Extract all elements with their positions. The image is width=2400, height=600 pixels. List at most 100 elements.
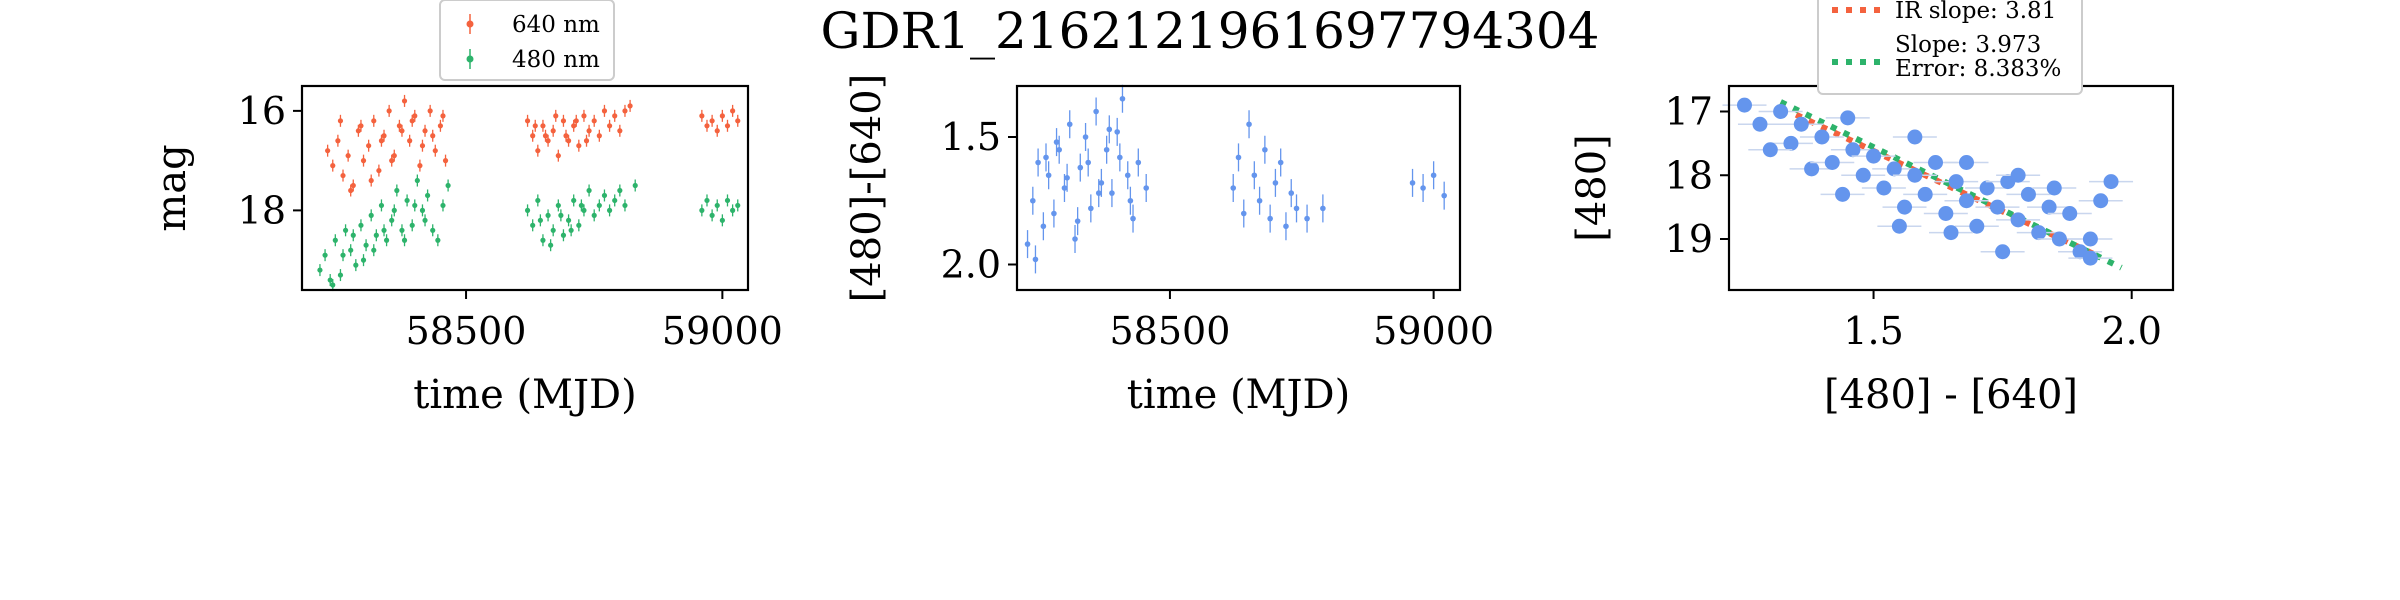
data-point <box>735 118 741 124</box>
data-point <box>1283 223 1289 230</box>
data-point <box>317 267 323 273</box>
axes-frame <box>300 84 750 292</box>
data-point <box>1886 161 1902 177</box>
y-tick-label: 16 <box>238 89 286 133</box>
data-point <box>1064 175 1070 181</box>
data-point <box>401 98 408 104</box>
data-point <box>2010 212 2026 228</box>
data-point <box>1077 164 1084 171</box>
legend-label: IR slope: 3.81 <box>1895 0 2056 24</box>
data-point <box>1256 197 1263 204</box>
data-point <box>1835 186 1851 202</box>
data-point <box>530 222 536 228</box>
data-point <box>555 202 561 209</box>
data-point <box>422 128 428 134</box>
data-point <box>735 202 741 209</box>
data-point <box>1098 180 1105 186</box>
panel-2: 58500 59000 1.5 2.0 time (MJD) [480]-[640] <box>844 74 1494 418</box>
data-point <box>535 148 541 154</box>
data-point <box>1783 135 1799 151</box>
data-point <box>1277 159 1284 166</box>
data-point <box>704 123 710 129</box>
x-axis-label: time (MJD) <box>1127 372 1350 418</box>
data-point <box>1891 218 1907 234</box>
data-point <box>330 282 336 288</box>
data-point <box>1804 161 1820 177</box>
data-point <box>622 108 628 114</box>
x-tick-label: 58500 <box>1109 309 1230 353</box>
data-point <box>1056 146 1062 153</box>
x-axis-label: [480] - [640] <box>1824 372 2078 418</box>
data-point <box>532 123 538 129</box>
data-point <box>348 187 354 194</box>
axes-frame <box>1015 84 1462 292</box>
data-point <box>1117 154 1123 161</box>
data-point <box>1897 199 1913 215</box>
data-point <box>1969 218 1985 234</box>
data-point <box>591 118 597 124</box>
data-point <box>376 167 382 174</box>
data-point <box>1024 241 1031 247</box>
data-point <box>586 128 592 134</box>
data-point <box>565 217 572 223</box>
data-point <box>342 227 349 233</box>
data-point <box>2103 174 2119 190</box>
data-point <box>1793 116 1809 132</box>
data-point <box>1035 159 1041 166</box>
data-point <box>1119 95 1126 102</box>
data-point <box>1320 205 1326 212</box>
data-point <box>1045 172 1052 179</box>
data-point <box>699 207 705 213</box>
data-point <box>576 222 582 228</box>
data-point <box>389 217 395 223</box>
data-point <box>366 143 372 149</box>
data-point <box>1979 180 1995 196</box>
data-point <box>535 197 541 204</box>
legend-label: 640 nm <box>512 12 600 38</box>
data-point <box>394 187 400 194</box>
data-point <box>1040 223 1047 230</box>
data-point <box>1030 197 1036 204</box>
data-point <box>1114 129 1121 135</box>
data-point <box>2046 180 2062 196</box>
data-point <box>1072 236 1078 242</box>
data-point <box>632 182 638 189</box>
data-point <box>340 252 346 258</box>
data-point <box>568 227 574 233</box>
y-tick-label: 18 <box>238 188 286 232</box>
data-point <box>606 207 613 213</box>
data-point <box>409 118 415 124</box>
x-tick-label: 59000 <box>662 309 783 353</box>
data-point <box>378 138 385 144</box>
x-tick-label: 1.5 <box>1843 309 1903 353</box>
panel-3: 1.5 2.0 17 18 19 [480] - [640] [480] <box>1569 84 2175 418</box>
data-point <box>1262 146 1268 153</box>
data-point <box>591 212 597 218</box>
data-point <box>596 202 602 209</box>
data-point <box>322 252 328 258</box>
data-point <box>1917 186 1933 202</box>
data-point <box>1082 134 1089 140</box>
data-point <box>440 113 446 119</box>
data-point <box>1032 256 1039 263</box>
data-point <box>1304 215 1310 222</box>
data-point <box>730 207 736 213</box>
data-point <box>1093 108 1099 115</box>
data-point <box>524 207 531 213</box>
data-point <box>537 217 543 223</box>
data-point <box>540 237 546 243</box>
x-tick-label: 2.0 <box>2101 309 2161 353</box>
data-point <box>1762 142 1778 158</box>
data-point <box>560 118 567 124</box>
data-point <box>709 212 715 218</box>
data-point <box>2010 167 2026 183</box>
data-point <box>337 272 344 278</box>
data-point <box>389 158 395 164</box>
data-point <box>391 153 397 159</box>
data-point <box>1095 190 1102 196</box>
data-point <box>581 113 587 119</box>
data-point <box>550 128 556 134</box>
data-point <box>1246 121 1252 128</box>
data-point <box>571 123 577 129</box>
